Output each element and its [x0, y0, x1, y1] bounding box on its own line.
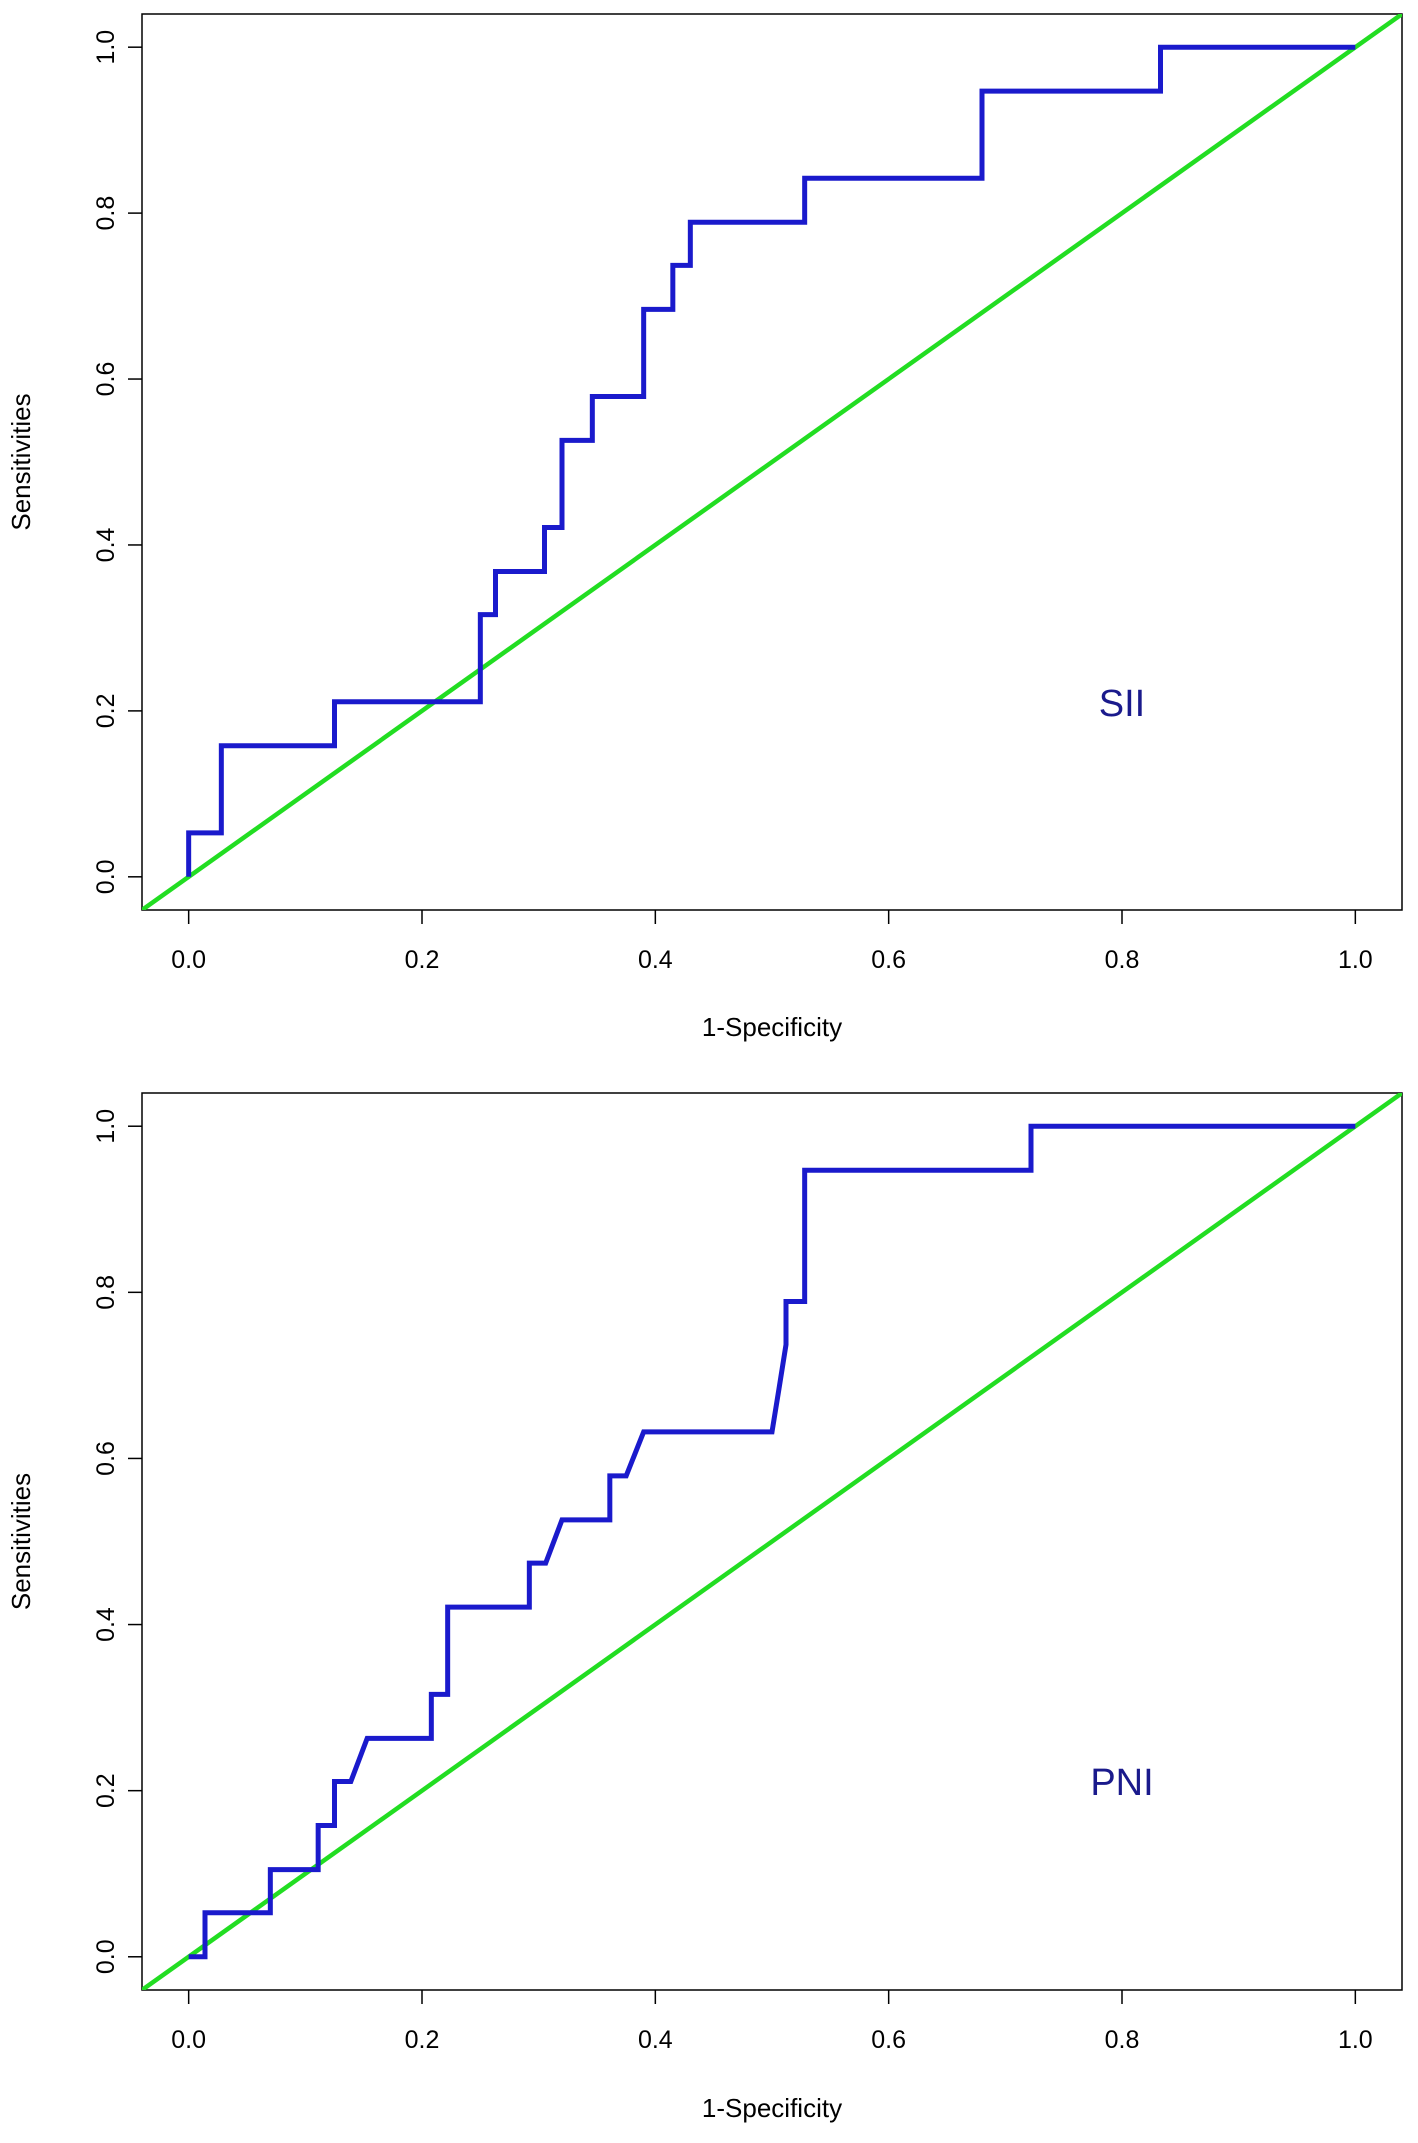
y-tick-label: 0.4 — [92, 527, 120, 562]
y-tick-label: 0.2 — [92, 1773, 120, 1808]
roc-curve-line — [186, 44, 1356, 877]
reference-diagonal-line — [142, 14, 1402, 910]
y-tick-label: 1.0 — [92, 1109, 120, 1144]
y-tick-label: 0.6 — [92, 362, 120, 397]
panel-annotation: PNI — [1090, 1762, 1153, 1804]
roc-panel-sii: 0.0 0.2 0.4 0.6 0.8 1.0 0.0 0.2 0.4 0.6 0.8 1.0 1-Sp… — [6, 13, 1403, 1042]
y-tick-label: 1.0 — [92, 30, 120, 65]
plot-frame — [141, 13, 1403, 911]
y-tick-label: 0.4 — [92, 1607, 120, 1642]
y-axis-label: Sensitivities — [6, 393, 36, 530]
plot-frame — [141, 1092, 1403, 1991]
x-tick-label: 1.0 — [1338, 2026, 1373, 2054]
roc-panel-pni: 0.0 0.2 0.4 0.6 0.8 1.0 0.0 0.2 0.4 0.6 0.8 1.0 1-Sp… — [6, 1092, 1403, 2123]
x-tick-label: 0.2 — [405, 946, 440, 974]
y-tick-label: 0.8 — [92, 196, 120, 231]
y-tick-label: 0.8 — [92, 1275, 120, 1310]
x-axis-label: 1-Specificity — [702, 2093, 842, 2123]
y-tick-label: 0.0 — [92, 1939, 120, 1974]
panel-annotation: SII — [1099, 683, 1145, 725]
y-tick-label: 0.0 — [92, 859, 120, 894]
x-tick-label: 0.2 — [405, 2026, 440, 2054]
x-axis-label: 1-Specificity — [702, 1012, 842, 1042]
y-tick-label: 0.2 — [92, 694, 120, 729]
reference-diagonal-line — [142, 1093, 1402, 1990]
x-tick-label: 0.6 — [871, 2026, 906, 2054]
y-axis-label: Sensitivities — [6, 1473, 36, 1610]
roc-curve-line — [188, 1123, 1356, 1960]
x-tick-label: 0.6 — [871, 946, 906, 974]
x-tick-label: 0.4 — [638, 2026, 673, 2054]
x-tick-label: 0.8 — [1105, 946, 1140, 974]
x-tick-label: 0.0 — [171, 2026, 206, 2054]
x-tick-label: 0.0 — [171, 946, 206, 974]
y-tick-label: 0.6 — [92, 1441, 120, 1476]
x-tick-label: 0.8 — [1105, 2026, 1140, 2054]
x-tick-label: 0.4 — [638, 946, 673, 974]
x-tick-label: 1.0 — [1338, 946, 1373, 974]
